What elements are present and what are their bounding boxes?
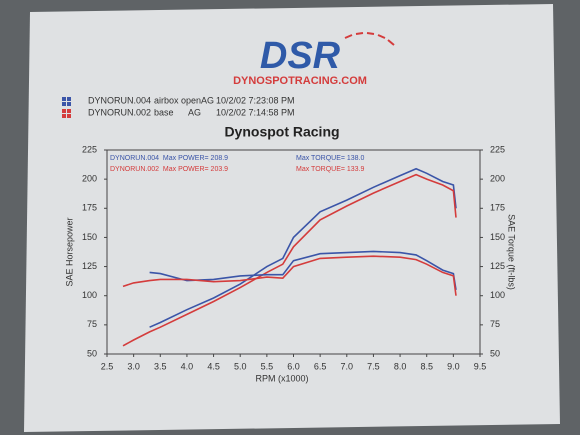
x-tick-label: 7.5 bbox=[367, 361, 380, 371]
x-tick-label: 4.0 bbox=[181, 361, 194, 371]
y-tick-label: 200 bbox=[82, 174, 97, 184]
x-tick-label: 2.5 bbox=[101, 361, 114, 371]
legend-swatch bbox=[62, 109, 66, 113]
legend-swatch bbox=[67, 114, 71, 118]
chart-title: Dynospot Racing bbox=[224, 124, 339, 140]
x-tick-label: 4.5 bbox=[207, 361, 220, 371]
y-tick-label: 75 bbox=[87, 319, 97, 329]
legend-swatch bbox=[62, 102, 66, 106]
logo-mark: DSR bbox=[260, 35, 341, 77]
series-line bbox=[122, 173, 457, 347]
y-tick-label: 100 bbox=[82, 290, 97, 300]
x-tick-label: 3.5 bbox=[154, 361, 167, 371]
y-tick-label: 225 bbox=[82, 144, 97, 154]
swoosh-dash bbox=[366, 32, 375, 35]
y2-axis-label: SAE Torque (ft-lbs) bbox=[507, 214, 517, 290]
y2-tick-label: 225 bbox=[490, 144, 505, 154]
y2-tick-label: 75 bbox=[490, 319, 500, 329]
swoosh-dash bbox=[377, 34, 386, 39]
y-axis-label: SAE Horsepower bbox=[64, 217, 74, 286]
swoosh-dash bbox=[344, 34, 353, 39]
legend-file: DYNORUN.004 bbox=[88, 95, 151, 105]
y2-tick-label: 50 bbox=[490, 348, 500, 358]
annotation: DYNORUN.002 Max POWER= 203.9 bbox=[110, 166, 228, 173]
y-tick-label: 125 bbox=[82, 261, 97, 271]
legend-date: 10/2/02 7:14:58 PM bbox=[216, 107, 295, 117]
legend-swatch bbox=[62, 97, 66, 101]
series-line bbox=[149, 250, 457, 291]
x-tick-label: 5.0 bbox=[234, 361, 247, 371]
x-axis-label: RPM (x1000) bbox=[255, 373, 308, 383]
y-tick-label: 150 bbox=[82, 232, 97, 242]
y2-tick-label: 175 bbox=[490, 203, 505, 213]
legend-note: airbox openAG bbox=[154, 95, 214, 105]
legend-date: 10/2/02 7:23:08 PM bbox=[216, 95, 295, 105]
legend-swatch bbox=[67, 97, 71, 101]
x-tick-label: 9.5 bbox=[474, 361, 487, 371]
logo-swoosh bbox=[344, 32, 395, 46]
legend-swatch bbox=[67, 102, 71, 106]
x-tick-label: 9.0 bbox=[447, 361, 460, 371]
annotation: DYNORUN.004 Max POWER= 208.9 bbox=[110, 155, 228, 162]
x-tick-label: 6.5 bbox=[314, 361, 327, 371]
x-tick-label: 8.0 bbox=[394, 361, 407, 371]
x-tick-label: 5.5 bbox=[261, 361, 274, 371]
y-tick-label: 50 bbox=[87, 348, 97, 358]
annotation: Max TORQUE= 138.0 bbox=[296, 155, 365, 162]
y2-tick-label: 100 bbox=[490, 290, 505, 300]
series-line bbox=[122, 255, 457, 296]
swoosh-dash bbox=[355, 32, 364, 35]
y2-tick-label: 150 bbox=[490, 232, 505, 242]
y2-tick-label: 200 bbox=[490, 174, 505, 184]
legend-note: base AG bbox=[154, 107, 201, 117]
x-tick-label: 3.0 bbox=[127, 361, 140, 371]
legend-swatch bbox=[62, 114, 66, 118]
series-line bbox=[149, 167, 457, 328]
legend-file: DYNORUN.002 bbox=[88, 107, 151, 117]
y2-tick-label: 125 bbox=[490, 261, 505, 271]
paper bbox=[24, 4, 560, 432]
logo-site: DYNOSPOTRACING.COM bbox=[233, 75, 367, 87]
annotation: Max TORQUE= 133.9 bbox=[296, 166, 365, 173]
swoosh-dash bbox=[387, 39, 395, 46]
y-tick-label: 175 bbox=[82, 203, 97, 213]
x-tick-label: 6.0 bbox=[287, 361, 300, 371]
x-tick-label: 7.0 bbox=[341, 361, 354, 371]
legend-swatch bbox=[67, 109, 71, 113]
x-tick-label: 8.5 bbox=[420, 361, 433, 371]
